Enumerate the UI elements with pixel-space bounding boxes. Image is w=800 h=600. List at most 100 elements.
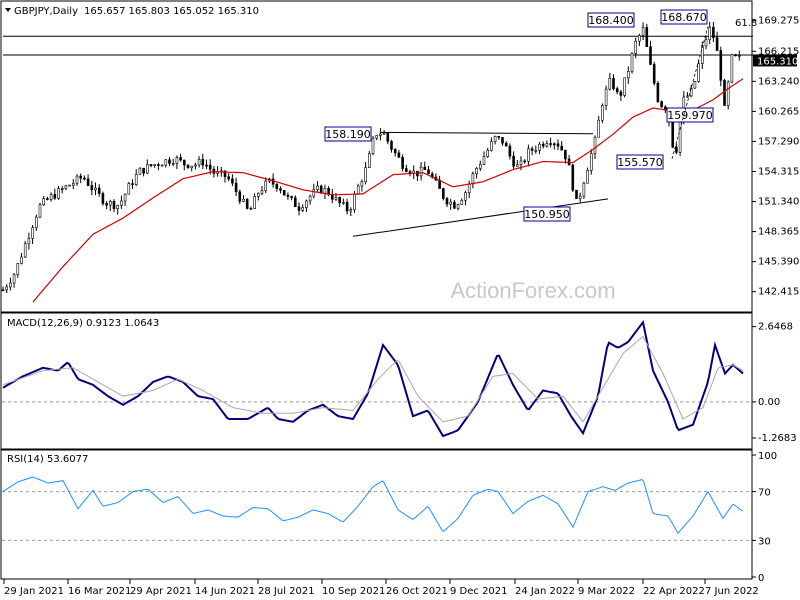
candle [393,148,397,157]
candle [301,204,305,213]
candle [238,189,242,205]
candle [641,22,645,41]
candle [23,240,27,259]
candle [419,161,423,181]
candle [456,203,460,211]
candle [60,186,64,194]
candle [360,179,364,192]
date-tick-label: 14 Jun 2021 [195,586,255,597]
candle [471,171,475,189]
candle [527,144,530,167]
candle [72,179,75,190]
svg-text:155.570: 155.570 [617,156,663,169]
price-tick-label: 169.275 [758,15,799,26]
rsi-line [2,476,743,534]
candle [38,202,42,219]
candle [253,193,256,209]
candle [630,52,634,74]
candle [1,286,5,292]
candle [116,204,119,215]
candle [20,252,23,265]
candle [112,199,116,213]
candle [615,86,619,95]
price-annotation: 168.670 [660,9,708,25]
signal-line [2,335,744,423]
candle [57,185,60,200]
candle [231,174,234,187]
svg-text:150.950: 150.950 [524,208,570,221]
candle [345,198,349,215]
trendline-support [352,198,609,237]
candle [560,141,564,151]
candle [157,162,160,171]
date-tick-label: 29 Apr 2021 [130,586,192,597]
date-tick-label: 24 Jan 2022 [515,586,575,597]
candle [34,214,38,232]
candle [412,165,416,179]
price-plot: 168.400 168.670 158.190 150.950 155.570 159.9… [1,9,757,303]
candle [364,161,367,185]
candle [227,172,230,182]
candle [538,142,541,155]
candle [482,151,486,166]
candle [564,149,567,164]
candle [582,181,586,199]
price-tick-label: 157.290 [758,136,799,147]
candle [453,199,456,209]
candle [249,206,253,210]
candle [737,50,741,61]
candle [601,103,604,124]
price-panel-frame [0,0,753,313]
candle [379,128,382,141]
candle [16,262,20,278]
axes: 169.275 166.215 163.240 160.265 157.290 154.3… [3,15,799,597]
candle [186,164,190,169]
candle [708,21,712,44]
candle [715,31,719,51]
candle [149,164,153,168]
fib-retracement-line [671,26,709,159]
candle [501,137,504,146]
candle [105,201,108,210]
symbol-dropdown-icon[interactable] [5,8,11,12]
candle [68,184,71,187]
candle [686,92,689,98]
candle [571,163,575,192]
candle [567,155,571,166]
candle [726,80,730,110]
candle [490,137,493,152]
candle [652,61,656,86]
candle [649,40,652,66]
candle [486,147,490,158]
candle [279,186,282,194]
candle [467,180,471,198]
candle [449,198,453,210]
candle [697,59,700,83]
candle [197,156,201,168]
date-tick-label: 10 Sep 2021 [322,586,385,597]
candle [201,153,205,170]
candle [120,195,123,209]
svg-text:159.970: 159.970 [667,109,713,122]
candle [578,192,582,203]
trendline-resistance [380,131,594,135]
rsi-tick-label: 70 [758,488,771,499]
candle [626,66,630,84]
candle [146,159,149,175]
price-tick-label: 151.340 [758,197,799,208]
candle [656,81,660,104]
candle [386,132,390,145]
candle [293,195,297,208]
candle [101,191,105,206]
fib-label: 61.8 [735,18,757,29]
candle [86,174,90,187]
candle [168,156,171,166]
candle [308,194,312,205]
candle [404,164,408,173]
price-annotation: 159.970 [666,107,714,123]
candle [5,284,8,293]
macd-title: MACD(12,26,9) 0.9123 1.0643 [7,318,159,329]
candle [504,141,508,147]
candle [234,177,238,197]
